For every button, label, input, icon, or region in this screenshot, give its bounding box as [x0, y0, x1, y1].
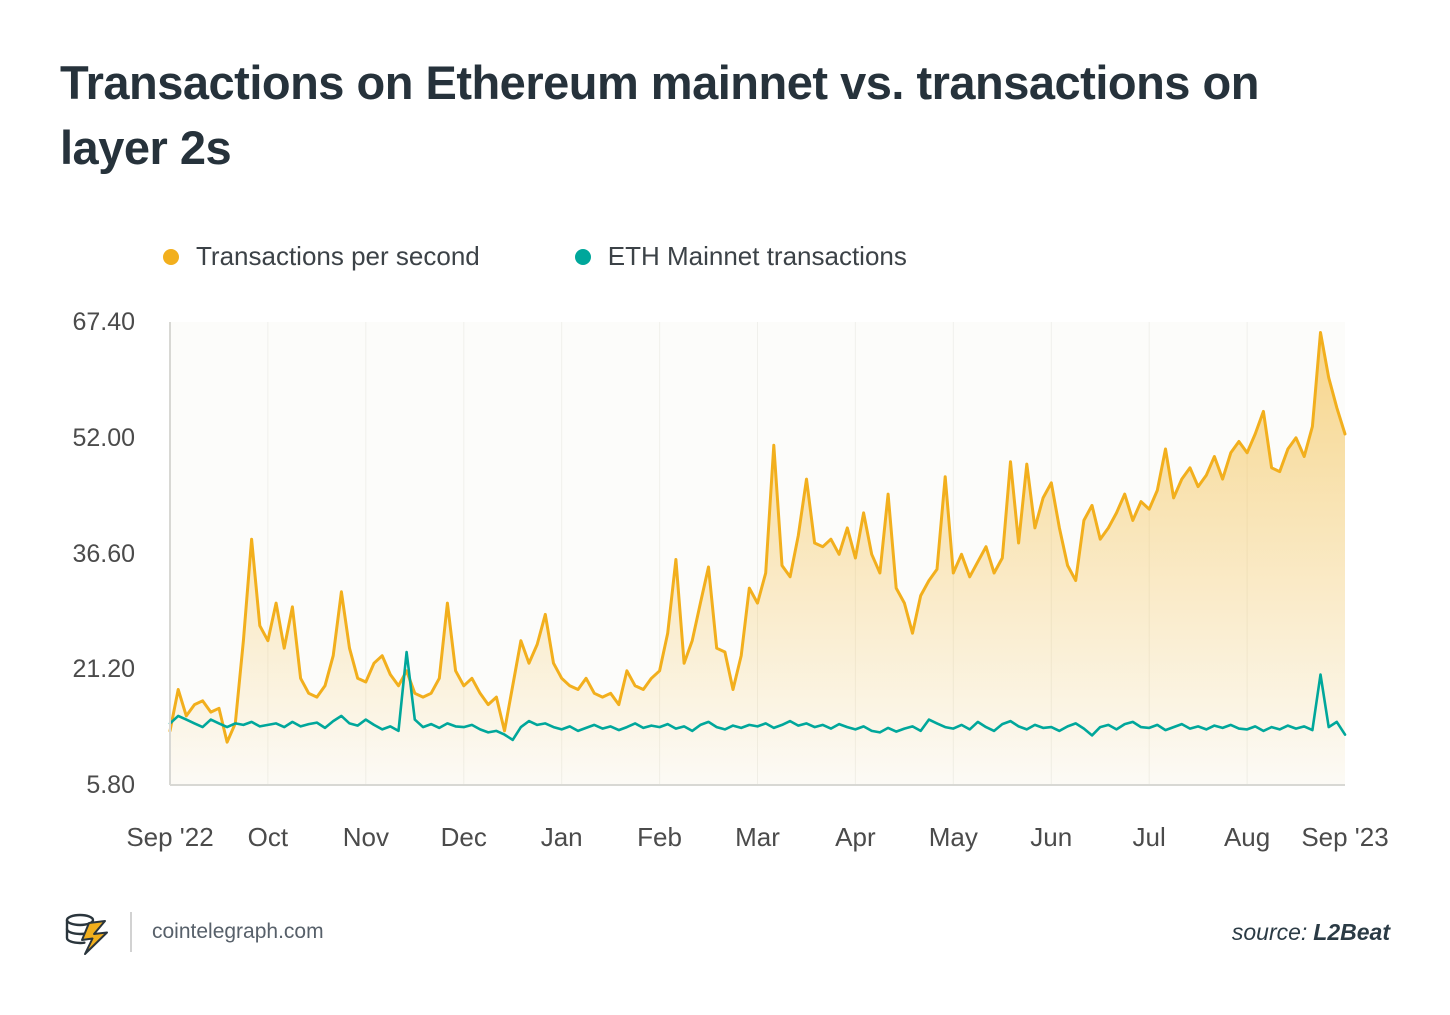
- page-title: Transactions on Ethereum mainnet vs. tra…: [60, 50, 1420, 180]
- tps-area: [170, 332, 1345, 785]
- x-tick-label: Oct: [247, 822, 289, 852]
- x-tick-label: Aug: [1223, 822, 1271, 852]
- x-tick-label: Jul: [1132, 822, 1166, 852]
- source-label: source:: [1231, 918, 1308, 945]
- y-tick-label: 67.40: [72, 308, 135, 336]
- x-tick-label: Feb: [637, 822, 682, 852]
- chart-plot: [168, 322, 1347, 786]
- legend: Transactions per second ETH Mainnet tran…: [163, 241, 907, 272]
- tps-legend-label: Transactions per second: [196, 241, 480, 271]
- eth-mainnet-legend-dot-icon: [574, 248, 591, 265]
- x-tick-label: Jun: [1030, 822, 1073, 852]
- page-title-line-2: layer 2s: [60, 121, 232, 174]
- tps-line: [168, 331, 1347, 744]
- x-tick-label: Dec: [440, 822, 487, 852]
- y-tick-label: 36.60: [72, 539, 135, 568]
- x-tick-label: Apr: [835, 822, 876, 852]
- footer-site-text: cointelegraph.com: [152, 920, 324, 943]
- tps-legend-dot-icon: [163, 248, 179, 265]
- legend-item-eth-mainnet: ETH Mainnet transactions: [574, 241, 907, 272]
- chart-svg: [168, 322, 1347, 786]
- eth-mainnet-legend-label: ETH Mainnet transactions: [607, 241, 907, 271]
- x-tick-label: Jan: [540, 822, 583, 852]
- x-axis: Sep '22 Oct Nov Dec Jan Feb Mar Apr May Jun Jul Aug…: [126, 822, 1388, 862]
- x-tick-label: Mar: [735, 822, 780, 852]
- x-tick-label: Sep '22: [126, 822, 214, 852]
- y-tick-label: 52.00: [72, 423, 135, 452]
- page-title-line-1: Transactions on Ethereum mainnet vs. tra…: [60, 56, 1259, 109]
- brand: cointelegraph.com: [60, 907, 324, 957]
- x-tick-label: May: [928, 822, 978, 852]
- legend-item-tps: Transactions per second: [163, 241, 480, 272]
- cointelegraph-logo-icon: [65, 913, 108, 955]
- footer-divider: [130, 912, 132, 952]
- source-value: L2Beat: [1313, 918, 1390, 945]
- source-credit: source: L2Beat: [1232, 919, 1390, 946]
- footer: cointelegraph.com source: L2Beat: [60, 903, 1390, 961]
- y-tick-label: 21.20: [72, 655, 135, 684]
- x-tick-label: Sep '23: [1301, 822, 1389, 852]
- y-axis: 5.80 21.20 36.60 52.00 67.40: [40, 308, 135, 799]
- y-tick-label: 5.80: [86, 771, 135, 799]
- eth-mainnet-line: [168, 650, 1347, 742]
- x-tick-label: Nov: [342, 822, 389, 852]
